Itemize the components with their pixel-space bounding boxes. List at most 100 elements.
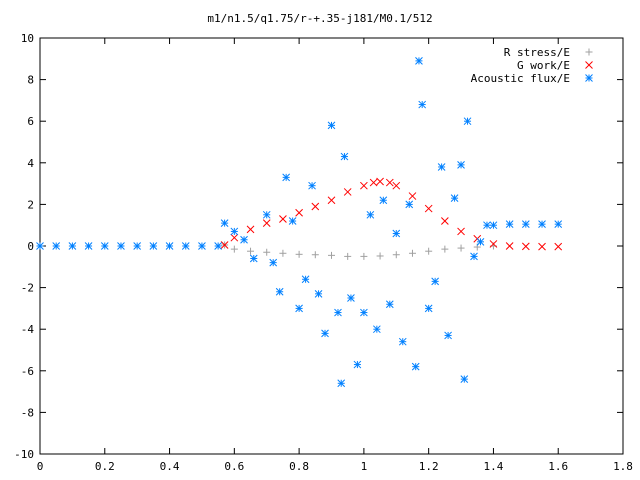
data-point — [133, 242, 142, 250]
data-point — [295, 208, 303, 217]
data-point — [476, 237, 485, 246]
legend-marker — [585, 48, 593, 56]
data-point — [311, 202, 320, 211]
data-point — [398, 337, 407, 346]
x-tick-label: 0.6 — [224, 460, 244, 473]
data-point — [165, 242, 174, 250]
data-point — [483, 221, 491, 230]
data-point — [353, 360, 362, 369]
data-point — [68, 242, 77, 250]
data-point — [425, 247, 433, 255]
data-point — [230, 233, 239, 242]
x-tick-label: 0 — [37, 460, 44, 473]
data-point — [366, 210, 375, 219]
data-point — [262, 219, 271, 227]
series-2 — [36, 57, 563, 388]
data-point — [263, 248, 271, 256]
data-point — [360, 252, 368, 260]
data-point — [437, 163, 446, 171]
legend-label: G work/E — [517, 59, 570, 72]
plot-frame — [39, 37, 624, 455]
data-point — [301, 275, 310, 284]
x-tick-label: 0.2 — [95, 460, 115, 473]
data-point — [392, 181, 401, 190]
data-point — [521, 242, 530, 251]
plot-marks — [36, 57, 563, 388]
data-point — [328, 251, 335, 259]
data-point — [405, 200, 414, 209]
y-tick-label: -4 — [21, 323, 35, 336]
data-point — [52, 242, 61, 250]
data-point — [214, 242, 222, 250]
data-point — [117, 242, 125, 250]
data-point — [288, 217, 297, 225]
data-point — [369, 178, 378, 187]
data-point — [247, 247, 255, 255]
x-tick-label: 0.8 — [289, 460, 309, 473]
data-point — [457, 244, 465, 252]
data-point — [230, 227, 239, 236]
data-point — [269, 258, 278, 267]
data-point — [311, 251, 319, 259]
data-point — [308, 181, 316, 190]
data-point — [408, 192, 417, 200]
data-point — [379, 196, 388, 205]
y-tick-label: -10 — [14, 448, 34, 461]
data-point — [489, 221, 498, 230]
data-point — [198, 242, 206, 250]
data-point — [360, 308, 368, 317]
data-point — [460, 375, 469, 383]
data-point — [376, 177, 384, 186]
y-tick-label: 10 — [21, 32, 34, 45]
data-point — [385, 178, 394, 187]
x-tick-label: 0.4 — [160, 460, 180, 473]
data-point — [415, 57, 423, 65]
data-point — [343, 188, 352, 196]
data-point — [327, 196, 336, 205]
data-point — [149, 242, 158, 250]
data-point — [295, 250, 303, 258]
data-point — [100, 242, 109, 250]
y-tick-label: 6 — [27, 115, 34, 128]
data-point — [489, 240, 498, 248]
axis-ticks: 0 0.2 0.4 0.6 0.8 1 1.2 1.4 1.6 1.8 10 8 6 4 2 0 -2 -4 -6 -… — [14, 32, 633, 473]
data-point — [230, 245, 238, 253]
data-point — [538, 220, 546, 229]
y-tick-label: 8 — [27, 74, 34, 87]
data-point — [470, 252, 478, 261]
data-point — [372, 325, 381, 334]
data-point — [279, 249, 287, 257]
data-point — [392, 251, 400, 259]
data-point — [282, 173, 291, 182]
data-point — [337, 379, 346, 388]
data-point — [220, 219, 229, 227]
data-point — [424, 204, 433, 213]
data-point — [275, 287, 284, 296]
x-tick-label: 1.8 — [613, 460, 633, 473]
data-point — [295, 304, 303, 313]
data-point — [376, 252, 384, 260]
data-point — [327, 121, 336, 130]
data-point — [240, 235, 248, 244]
data-point — [279, 215, 287, 223]
x-tick-label: 1.2 — [419, 460, 439, 473]
data-point — [441, 217, 449, 225]
x-tick-label: 1.6 — [548, 460, 568, 473]
data-point — [340, 152, 349, 161]
data-point — [84, 242, 93, 250]
y-tick-label: -6 — [21, 365, 34, 378]
data-point — [392, 229, 401, 238]
x-tick-label: 1 — [361, 460, 368, 473]
series-0 — [221, 241, 497, 260]
data-point — [505, 220, 514, 229]
data-point — [249, 254, 258, 263]
series-1 — [220, 177, 563, 251]
data-point — [457, 227, 465, 236]
data-point — [463, 117, 472, 126]
data-point — [554, 220, 563, 229]
data-point — [385, 300, 394, 309]
data-point — [418, 100, 427, 109]
data-point — [36, 242, 44, 250]
data-point — [347, 294, 355, 302]
